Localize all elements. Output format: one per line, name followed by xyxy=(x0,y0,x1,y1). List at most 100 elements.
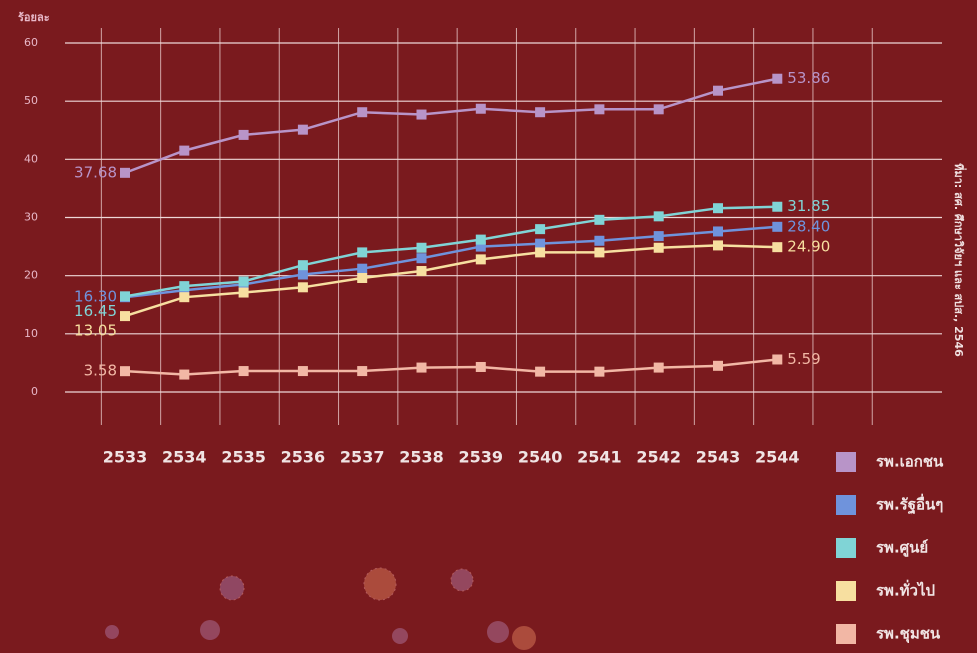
data-point xyxy=(475,234,486,245)
x-tick-label: 2533 xyxy=(103,448,148,467)
data-point xyxy=(238,276,249,287)
data-point xyxy=(238,366,249,377)
y-tick-label: 0 xyxy=(31,385,38,398)
data-point xyxy=(297,366,308,377)
data-point xyxy=(772,201,783,212)
series-line xyxy=(124,225,778,299)
data-point xyxy=(357,107,368,118)
data-point xyxy=(594,366,605,377)
x-tick-label: 2535 xyxy=(221,448,266,467)
legend-label: รพ.เอกชน xyxy=(876,453,944,471)
y-tick-label: 60 xyxy=(24,36,38,49)
data-point xyxy=(535,107,546,118)
data-point xyxy=(179,281,190,292)
legend-swatch xyxy=(836,538,856,558)
data-point xyxy=(594,104,605,115)
data-label: 16.45 xyxy=(74,302,117,320)
x-tick-label: 2536 xyxy=(281,448,326,467)
series-line xyxy=(124,244,778,318)
data-point xyxy=(297,282,308,293)
x-tick-label: 2537 xyxy=(340,448,385,467)
y-tick-label: 40 xyxy=(24,152,38,165)
data-point xyxy=(120,366,130,377)
series-line xyxy=(124,358,778,376)
y-tick-label: 10 xyxy=(24,327,38,340)
decoration xyxy=(105,567,536,650)
data-label: 31.85 xyxy=(787,197,830,215)
data-point xyxy=(713,203,723,214)
data-point xyxy=(535,247,546,258)
data-point xyxy=(653,242,664,253)
data-label: 24.90 xyxy=(787,238,830,256)
data-point xyxy=(772,73,783,84)
data-label: 16.30 xyxy=(74,288,117,306)
legend-label: รพ.ศูนย์ xyxy=(876,539,928,558)
data-point xyxy=(357,366,368,377)
data-point xyxy=(594,247,605,258)
legend-label: รพ.ทั่วไป xyxy=(876,580,935,600)
data-point xyxy=(772,354,783,365)
data-point xyxy=(416,109,427,120)
legend-swatch xyxy=(836,495,856,515)
x-tick-label: 2538 xyxy=(399,448,444,467)
x-tick-label: 2542 xyxy=(636,448,681,467)
data-label: 3.58 xyxy=(84,362,117,380)
data-point xyxy=(357,272,368,283)
legend-swatch xyxy=(836,624,856,644)
series-line xyxy=(124,205,778,298)
data-point xyxy=(179,369,190,380)
x-tick-label: 2540 xyxy=(518,448,563,467)
data-point xyxy=(297,260,308,271)
x-tick-label: 2541 xyxy=(577,448,622,467)
data-point xyxy=(653,211,664,222)
data-point xyxy=(535,366,546,377)
data-point xyxy=(713,226,723,237)
legend-label: รพ.ชุมชน xyxy=(876,625,941,644)
data-point xyxy=(713,240,723,251)
data-point xyxy=(416,266,427,277)
data-point xyxy=(120,311,130,322)
data-point xyxy=(594,235,605,246)
data-point xyxy=(179,292,190,303)
data-point xyxy=(535,224,546,235)
data-point xyxy=(653,362,664,373)
data-point xyxy=(357,247,368,258)
legend-swatch xyxy=(836,581,856,601)
data-label: 13.05 xyxy=(74,322,117,340)
legend-label: รพ.รัฐอื่นๆ xyxy=(876,494,943,515)
data-label: 28.40 xyxy=(787,217,830,235)
data-point xyxy=(416,362,427,373)
series-line xyxy=(124,77,778,174)
data-point xyxy=(535,238,546,249)
data-point xyxy=(653,231,664,242)
y-tick-label: 50 xyxy=(24,94,38,107)
data-point xyxy=(238,129,249,140)
data-point xyxy=(475,254,486,265)
data-point xyxy=(416,253,427,264)
data-point xyxy=(120,291,130,302)
data-point xyxy=(475,241,486,252)
data-point xyxy=(179,145,190,156)
data-label: 5.59 xyxy=(787,350,820,368)
data-point xyxy=(713,360,723,371)
x-tick-label: 2534 xyxy=(162,448,207,467)
data-point xyxy=(772,221,783,232)
data-point xyxy=(297,269,308,280)
data-label: 37.68 xyxy=(74,163,117,181)
source-note: ที่มา: สศ. ศึกษาวิจัยฯ และ สปส., 2546 xyxy=(952,163,967,357)
data-point xyxy=(475,361,486,372)
x-tick-label: 2543 xyxy=(696,448,741,467)
data-point xyxy=(120,167,130,178)
data-label: 53.86 xyxy=(787,69,830,87)
data-point xyxy=(357,263,368,274)
data-point xyxy=(653,104,664,115)
legend-swatch xyxy=(836,452,856,472)
x-tick-label: 2544 xyxy=(755,448,800,467)
x-tick-label: 2539 xyxy=(459,448,504,467)
data-point xyxy=(594,214,605,225)
y-tick-label: 20 xyxy=(24,269,38,282)
y-tick-label: 30 xyxy=(24,211,38,224)
data-point xyxy=(772,242,783,253)
y-axis-label: ร้อยละ xyxy=(18,11,50,24)
